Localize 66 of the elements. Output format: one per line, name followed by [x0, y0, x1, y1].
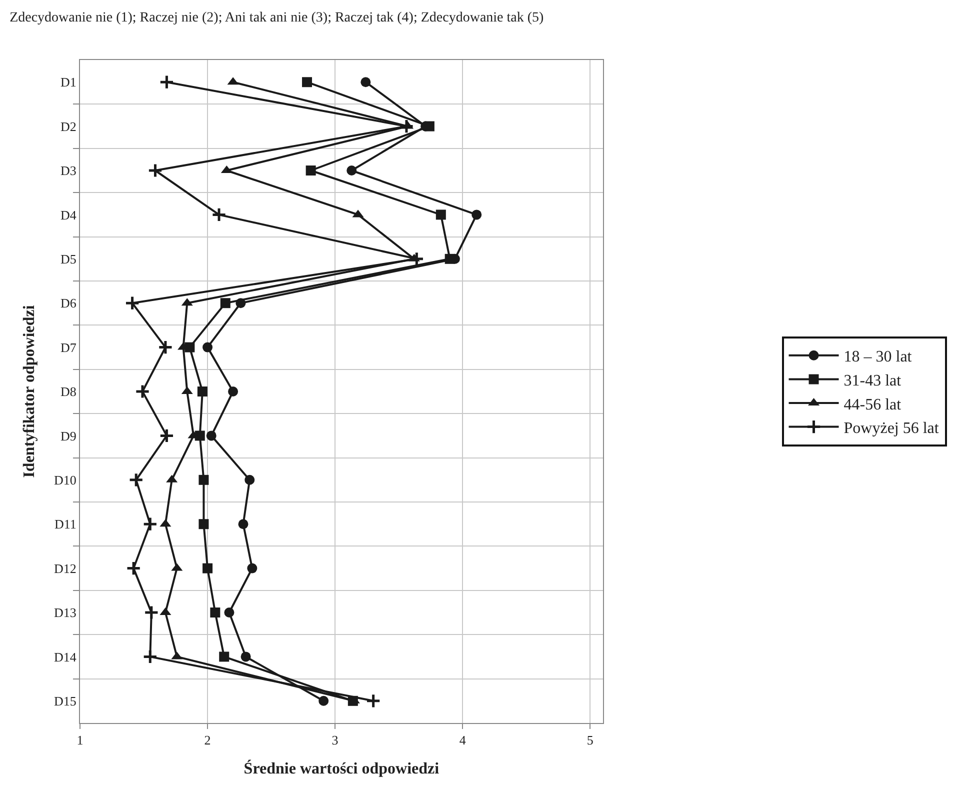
point — [142, 516, 158, 532]
y-tick-label: D3 — [60, 163, 76, 178]
point — [202, 342, 213, 352]
point — [228, 386, 238, 396]
y-tick-label: D11 — [54, 516, 76, 532]
point — [210, 608, 220, 618]
x-tick-label: 5 — [586, 732, 594, 748]
point — [159, 74, 174, 90]
y-tick-label: D4 — [60, 207, 77, 222]
x-tick-label: 3 — [332, 732, 338, 748]
y-tick-label: D6 — [60, 296, 77, 311]
point — [159, 428, 174, 444]
point — [202, 563, 213, 574]
legend-label: 31-43 lat — [844, 372, 902, 390]
point — [436, 210, 446, 220]
y-tick-label: D1 — [60, 74, 76, 90]
point — [366, 693, 381, 708]
point — [398, 118, 414, 134]
point — [144, 604, 159, 620]
y-tick-label: D2 — [60, 118, 76, 134]
point — [302, 77, 312, 88]
chart-title: Zdecydowanie nie (1); Raczej nie (2); Ani tak ani nie (3); Raczej tak (4); Zdecydowanie tak (5) — [10, 10, 544, 26]
point — [238, 519, 248, 530]
y-tick-label: D7 — [60, 340, 77, 355]
point — [148, 162, 163, 178]
point — [206, 430, 216, 441]
y-tick-label: D13 — [54, 605, 76, 620]
y-tick-label: D15 — [54, 693, 76, 708]
point — [211, 207, 227, 222]
point — [126, 560, 142, 576]
point — [409, 251, 424, 266]
x-tick-label: 1 — [76, 732, 84, 748]
point — [472, 210, 482, 220]
x-tick-label: 4 — [459, 732, 466, 748]
y-tick-label: D14 — [54, 649, 77, 664]
x-tick-label: 2 — [204, 732, 211, 748]
point — [142, 649, 158, 664]
point — [198, 474, 209, 485]
point — [158, 340, 173, 355]
y-tick-label: D9 — [60, 428, 76, 444]
point — [198, 519, 209, 530]
point — [247, 563, 258, 574]
x-axis-title: Średnie wartości odpowiedzi — [244, 759, 440, 778]
point — [424, 121, 434, 132]
legend-label: Powyżej 56 lat — [844, 420, 940, 438]
point — [244, 474, 255, 485]
y-tick-label: D12 — [54, 560, 76, 576]
point — [444, 254, 455, 264]
point — [128, 472, 144, 488]
point — [124, 296, 140, 311]
point — [240, 652, 251, 662]
point — [134, 384, 150, 400]
legend-label: 18 – 30 lat — [844, 348, 912, 366]
y-tick-label: D8 — [60, 384, 76, 400]
y-tick-label: D10 — [54, 472, 76, 488]
point — [318, 696, 329, 706]
point — [220, 298, 230, 308]
point — [197, 386, 208, 396]
point — [224, 608, 234, 618]
point — [306, 166, 316, 176]
y-axis-title: Identyfikator odpowiedzi — [20, 304, 38, 478]
y-tick-label: D5 — [60, 251, 76, 266]
legend-label: 44-56 lat — [844, 396, 902, 414]
point — [346, 166, 357, 176]
point — [219, 652, 230, 662]
point — [360, 77, 371, 88]
